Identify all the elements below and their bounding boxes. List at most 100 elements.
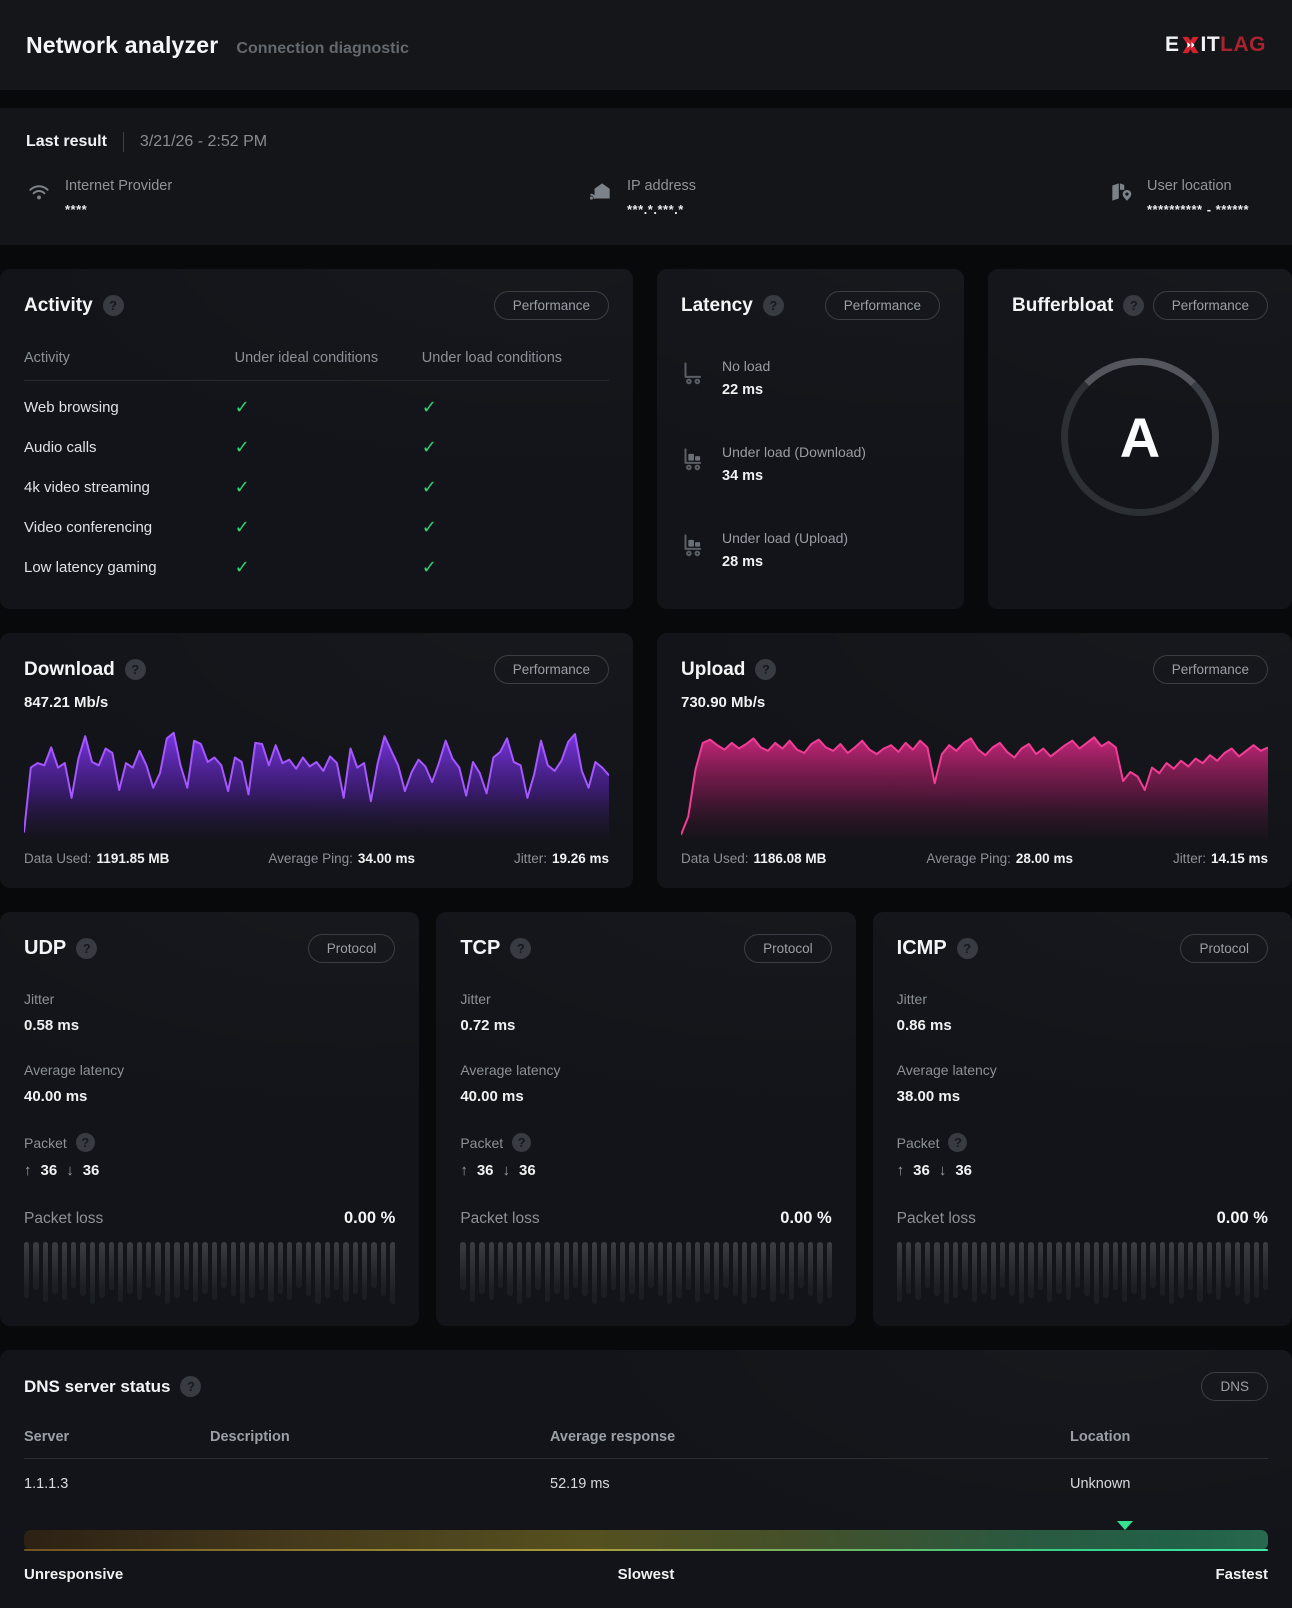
dns-col-server: Server [24,1429,210,1445]
activity-row-label: Web browsing [24,399,235,416]
packet-loss-bar [733,1242,738,1296]
dns-speed-scale: Unresponsive Slowest Fastest [24,1530,1268,1586]
packet-loss-bar [686,1242,691,1290]
protocol-help-icon[interactable] [510,938,531,959]
dns-help-icon[interactable] [180,1376,201,1397]
packet-loss-label: Packet loss [460,1210,539,1228]
protocol-badge[interactable]: Protocol [744,934,832,963]
packet-loss-bar [1094,1242,1099,1304]
download-title: Download [24,659,115,681]
latency-performance-badge[interactable]: Performance [825,291,940,320]
packet-loss-bar [146,1242,151,1288]
protocol-help-icon[interactable] [957,938,978,959]
packet-help-icon[interactable] [76,1133,95,1152]
dns-badge[interactable]: DNS [1201,1372,1268,1401]
packet-loss-bar [827,1242,832,1298]
packet-loss-bar [676,1242,681,1298]
packet-loss-bar [306,1242,311,1296]
packet-loss-bar [109,1242,114,1290]
packet-loss-gauge [897,1242,1268,1304]
arrow-down-icon [66,1162,74,1179]
packet-help-icon[interactable] [512,1133,531,1152]
check-icon [235,517,250,538]
bufferbloat-grade: A [1120,405,1160,470]
packets-received: 36 [955,1162,972,1179]
upload-card: Upload Performance 730.90 Mb/s Data Used… [657,633,1292,888]
bufferbloat-grade-ring: A [1061,358,1219,516]
packet-loss-bar [325,1242,330,1298]
activity-row: Audio calls [24,427,609,467]
scale-label-fastest: Fastest [1215,1566,1268,1583]
packet-loss-bar [962,1242,967,1290]
check-icon [235,397,250,418]
packet-help-icon[interactable] [948,1133,967,1152]
packet-loss-bar [1047,1242,1052,1302]
packet-loss-value: 0.00 % [1217,1209,1268,1228]
average-latency-label: Average latency [460,1062,831,1078]
average-latency-value: 38.00 ms [897,1088,1268,1105]
packet-loss-bar [1254,1242,1259,1298]
throughput-stat: Average Ping:34.00 ms [268,851,415,866]
activity-help-icon[interactable] [103,295,124,316]
packet-loss-bar [1169,1242,1174,1304]
tcp-card: TCP Protocol Jitter 0.72 ms Average late… [436,912,855,1326]
last-result-label: Last result [26,133,107,151]
dns-table-body: 1.1.1.352.19 msUnknown [24,1476,1268,1494]
activity-performance-badge[interactable]: Performance [494,291,609,320]
packet-loss-bar [479,1242,484,1294]
activity-row-label: Audio calls [24,439,235,456]
activity-col-load: Under load conditions [422,350,609,366]
packet-loss-bar [639,1242,644,1300]
packet-loss-bar [1066,1242,1071,1300]
protocol-badge[interactable]: Protocol [1180,934,1268,963]
upload-performance-badge[interactable]: Performance [1153,655,1268,684]
protocol-help-icon[interactable] [76,938,97,959]
logo-x-icon [1181,35,1200,55]
user-location-label: User location [1147,178,1249,194]
bufferbloat-help-icon[interactable] [1123,295,1144,316]
packet-loss-value: 0.00 % [344,1209,395,1228]
packet-loss-bar [498,1242,503,1288]
scale-label-unresponsive: Unresponsive [24,1566,123,1583]
packet-loss-bar [535,1242,540,1290]
packet-loss-bar [1131,1242,1136,1294]
packet-loss-bar [1056,1242,1061,1294]
packet-loss-bar [43,1242,48,1302]
packet-loss-bar [1038,1242,1043,1290]
last-result-head: Last result 3/21/26 - 2:52 PM [26,132,1266,152]
packet-loss-bar [343,1242,348,1302]
icmp-card: ICMP Protocol Jitter 0.86 ms Average lat… [873,912,1292,1326]
packets-received: 36 [519,1162,536,1179]
download-chart [24,721,609,839]
packet-loss-bar [704,1242,709,1294]
activity-title: Activity [24,295,93,317]
protocol-title: TCP [460,937,500,960]
packet-loss-bar [62,1242,67,1300]
packet-loss-bar [1244,1242,1249,1304]
packet-loss-bar [925,1242,930,1288]
activity-row-label: Low latency gaming [24,559,235,576]
header-bar: Network analyzer Connection diagnostic E… [0,0,1292,90]
packet-loss-bar [1216,1242,1221,1300]
packet-label: Packet [24,1133,395,1152]
packet-loss-gauge [460,1242,831,1304]
packet-loss-bar [155,1242,160,1296]
latency-item-value: 22 ms [722,382,770,398]
dns-speed-marker-icon [1117,1521,1133,1530]
bufferbloat-performance-badge[interactable]: Performance [1153,291,1268,320]
user-location-item: User location ********** - ****** [1108,178,1266,217]
download-performance-badge[interactable]: Performance [494,655,609,684]
cart-loaded-icon [681,530,708,570]
dns-title: DNS server status [24,1377,170,1397]
packet-loss-bar [1263,1242,1268,1290]
packet-loss-bar [658,1242,663,1296]
latency-help-icon[interactable] [763,295,784,316]
upload-help-icon[interactable] [755,659,776,680]
packet-loss-bar [221,1242,226,1288]
packet-loss-bar [1160,1242,1165,1296]
dns-col-response: Average response [550,1429,1070,1445]
last-result-section: Last result 3/21/26 - 2:52 PM Internet P… [0,108,1292,245]
jitter-value: 0.86 ms [897,1017,1268,1034]
download-help-icon[interactable] [125,659,146,680]
protocol-badge[interactable]: Protocol [308,934,396,963]
